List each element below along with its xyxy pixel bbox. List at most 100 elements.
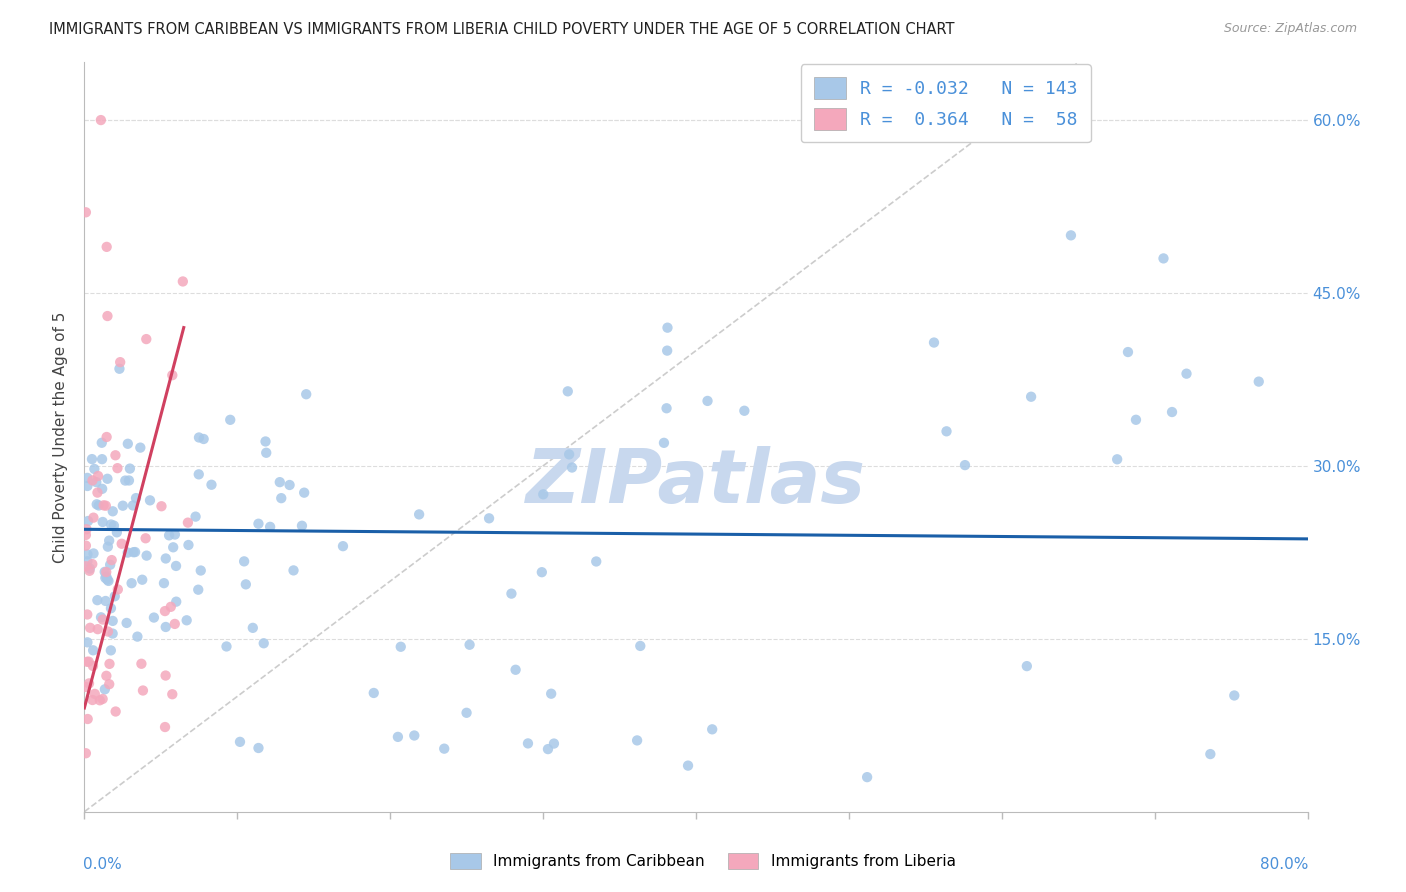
Point [77, 655, 100, 669]
Point [456, 706, 478, 720]
Point [76, 635, 98, 649]
Point [389, 640, 412, 654]
Point [935, 425, 957, 439]
Point [254, 446, 277, 460]
Point [363, 686, 385, 700]
Point [98, 533, 121, 548]
Point [1116, 345, 1139, 359]
Point [79, 564, 101, 578]
Point [155, 620, 177, 634]
Point [696, 393, 718, 408]
Point [155, 668, 177, 682]
Point [94, 594, 117, 608]
Point [96, 472, 118, 486]
Point [247, 516, 270, 531]
Point [97, 574, 120, 588]
Point [127, 630, 149, 644]
Point [79, 561, 101, 575]
Point [295, 387, 318, 401]
Point [82, 474, 104, 488]
Point [91, 613, 114, 627]
Point [187, 582, 209, 597]
Point [433, 741, 456, 756]
Point [122, 545, 145, 559]
Point [163, 527, 186, 541]
Point [76, 655, 98, 669]
Point [1247, 375, 1270, 389]
Point [530, 565, 553, 579]
Point [404, 729, 426, 743]
Point [100, 517, 122, 532]
Point [501, 587, 523, 601]
Point [254, 434, 277, 449]
Point [96, 430, 118, 444]
Point [101, 626, 124, 640]
Point [229, 735, 252, 749]
Point [1223, 689, 1246, 703]
Point [270, 491, 292, 505]
Point [75, 539, 97, 553]
Point [235, 577, 257, 591]
Legend: R = -0.032   N = 143, R =  0.364   N =  58: R = -0.032 N = 143, R = 0.364 N = 58 [801, 64, 1091, 143]
Point [118, 474, 141, 488]
Point [76, 607, 98, 622]
Point [75, 680, 97, 694]
Point [91, 515, 114, 529]
Point [98, 677, 121, 691]
Point [82, 557, 104, 571]
Point [101, 504, 124, 518]
Point [1060, 228, 1083, 243]
Point [94, 499, 117, 513]
Point [702, 723, 724, 737]
Point [86, 593, 108, 607]
Point [139, 493, 162, 508]
Point [83, 687, 105, 701]
Point [101, 614, 124, 628]
Point [75, 746, 97, 760]
Point [159, 599, 181, 614]
Point [82, 510, 104, 524]
Point [1019, 390, 1042, 404]
Point [75, 559, 97, 574]
Point [190, 564, 212, 578]
Point [269, 475, 291, 490]
Point [157, 528, 180, 542]
Point [107, 582, 129, 597]
Point [259, 520, 281, 534]
Point [87, 499, 110, 513]
Point [114, 474, 136, 488]
Point [165, 595, 187, 609]
Point [91, 692, 114, 706]
Point [96, 240, 118, 254]
Text: ZIPatlas: ZIPatlas [526, 445, 866, 518]
Point [856, 770, 879, 784]
Point [117, 546, 139, 560]
Point [162, 368, 184, 383]
Point [537, 742, 560, 756]
Point [558, 447, 581, 461]
Point [82, 643, 104, 657]
Point [557, 384, 579, 399]
Point [585, 554, 607, 568]
Point [111, 537, 134, 551]
Point [94, 571, 117, 585]
Point [165, 558, 187, 573]
Point [652, 435, 675, 450]
Point [77, 514, 100, 528]
Point [124, 545, 146, 559]
Point [233, 554, 256, 568]
Point [655, 401, 678, 416]
Point [104, 589, 127, 603]
Point [155, 551, 177, 566]
Point [97, 624, 120, 639]
Point [626, 733, 648, 747]
Point [150, 500, 173, 514]
Point [176, 613, 198, 627]
Point [96, 309, 118, 323]
Text: 80.0%: 80.0% [1260, 856, 1309, 871]
Point [94, 682, 117, 697]
Point [278, 478, 301, 492]
Point [162, 541, 184, 555]
Point [104, 705, 127, 719]
Point [292, 485, 315, 500]
